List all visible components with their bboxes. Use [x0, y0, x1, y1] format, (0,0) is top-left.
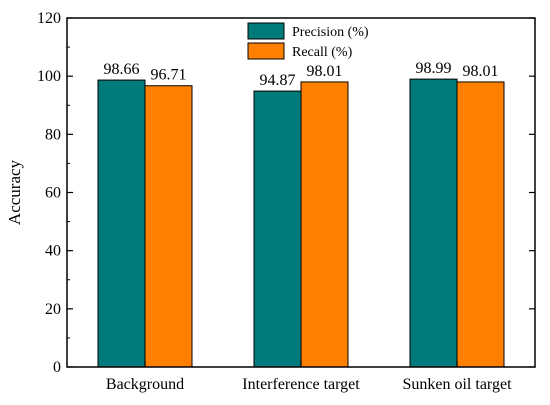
data-label: 96.71 [151, 67, 187, 84]
x-tick-label: Background [106, 376, 184, 393]
bar [253, 90, 302, 368]
y-tick-label: 120 [37, 10, 61, 27]
y-tick-label: 60 [45, 185, 61, 202]
data-label: 98.66 [104, 61, 140, 78]
legend: Precision (%) Recall (%) [247, 22, 369, 60]
bar [97, 79, 146, 368]
legend-label: Recall (%) [292, 45, 353, 60]
bar [456, 81, 505, 368]
legend-swatch [247, 42, 285, 60]
data-label: 94.87 [260, 72, 296, 89]
x-axis: Background Interference target Sunken oil … [106, 361, 512, 393]
y-axis: 0 20 40 60 80 100 120 [37, 10, 535, 376]
bar [300, 81, 349, 368]
bar [144, 85, 193, 368]
bars-layer [97, 78, 505, 368]
y-tick-label: 100 [37, 68, 61, 85]
y-tick-label: 40 [45, 243, 61, 260]
y-tick-label: 20 [45, 301, 61, 318]
data-label: 98.01 [307, 63, 343, 80]
data-label: 98.99 [416, 60, 452, 77]
legend-swatch [247, 22, 285, 40]
data-labels-layer: 98.66 96.71 94.87 98.01 98.99 98.01 [104, 60, 499, 89]
x-tick-label: Interference target [242, 376, 360, 393]
y-tick-label: 80 [45, 126, 61, 143]
legend-label: Precision (%) [292, 25, 369, 40]
y-axis-label: Accuracy [5, 159, 24, 225]
bar [409, 78, 458, 368]
y-tick-label: 0 [53, 359, 61, 376]
x-tick-label: Sunken oil target [402, 376, 512, 393]
data-label: 98.01 [463, 63, 499, 80]
